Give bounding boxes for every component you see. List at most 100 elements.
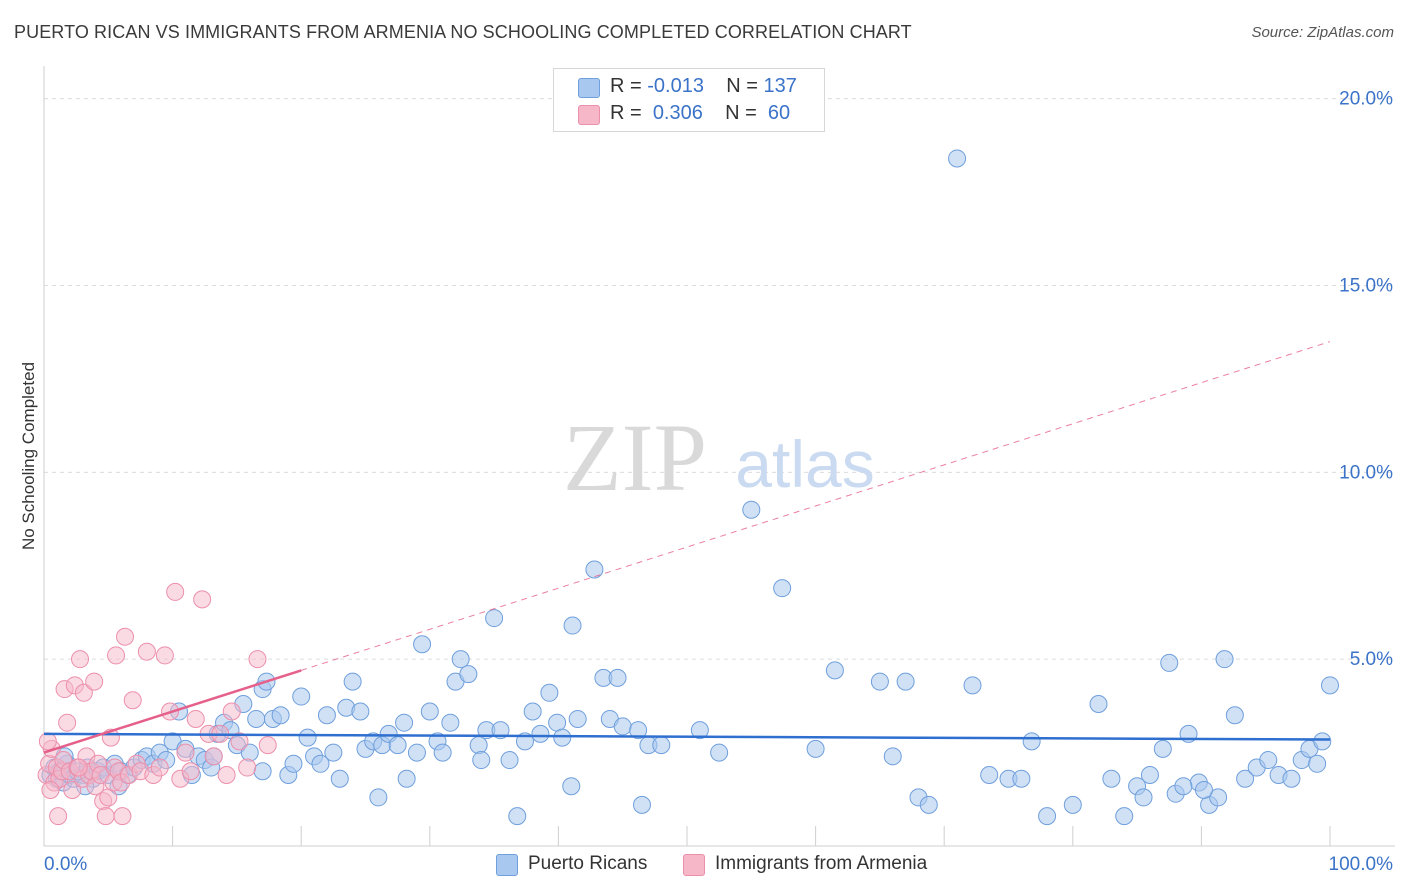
tick-labels: 5.0% 10.0% 15.0% 20.0% 0.0% 100.0% [44, 89, 1393, 875]
data-point-armenia [230, 732, 249, 751]
data-point-puerto-rican [397, 769, 416, 788]
data-point-armenia [63, 780, 82, 799]
data-point-puerto-rican [441, 713, 460, 732]
data-point-armenia [186, 709, 205, 728]
legend-row-text: R = 0.306 N = 60 [610, 102, 790, 125]
data-point-puerto-rican [585, 560, 604, 579]
y-tick-label: 20.0% [1339, 89, 1393, 110]
data-point-puerto-rican [1194, 780, 1213, 799]
legend-swatch-pink [578, 105, 600, 125]
data-point-armenia [258, 736, 277, 755]
r-value: -0.013 [647, 75, 704, 97]
data-point-puerto-rican [324, 743, 343, 762]
data-point-puerto-rican [553, 728, 572, 747]
data-point-puerto-rican [284, 754, 303, 773]
n-label: N = [725, 102, 757, 124]
data-point-puerto-rican [1313, 732, 1332, 751]
stats-legend: R = -0.013 N = 137 R = 0.306 N = 60 [553, 68, 825, 132]
legend-label: Puerto Ricans [528, 853, 648, 874]
data-point-puerto-rican [690, 721, 709, 740]
data-point-armenia [96, 807, 115, 826]
data-point-puerto-rican [883, 747, 902, 766]
data-point-puerto-rican [613, 717, 632, 736]
data-point-armenia [99, 788, 118, 807]
data-point-puerto-rican [1225, 706, 1244, 725]
legend-swatch-pink [683, 854, 705, 876]
data-point-puerto-rican [773, 579, 792, 598]
data-point-puerto-rican [1236, 769, 1255, 788]
data-point-puerto-rican [317, 706, 336, 725]
data-point-puerto-rican [500, 751, 519, 770]
data-point-armenia [204, 747, 223, 766]
data-point-puerto-rican [1102, 769, 1121, 788]
r-label: R = [610, 75, 642, 97]
axes [43, 66, 1395, 847]
data-point-puerto-rican [1282, 769, 1301, 788]
data-point-armenia [155, 646, 174, 665]
data-point-puerto-rican [1012, 769, 1031, 788]
trend-line-armenia-extended [301, 341, 1331, 671]
data-point-armenia [107, 646, 126, 665]
data-point-puerto-rican [485, 609, 504, 628]
data-point-puerto-rican [540, 683, 559, 702]
data-point-puerto-rican [1022, 732, 1041, 751]
data-point-puerto-rican [806, 739, 825, 758]
data-point-armenia [176, 743, 195, 762]
y-tick-label: 15.0% [1339, 276, 1393, 297]
data-point-armenia [217, 766, 236, 785]
data-point-puerto-rican [632, 795, 651, 814]
data-point-puerto-rican [472, 751, 491, 770]
data-point-puerto-rican [523, 702, 542, 721]
n-value: 60 [767, 102, 791, 124]
data-point-puerto-rican [563, 616, 582, 635]
data-point-puerto-rican [433, 743, 452, 762]
r-label: R = [610, 102, 642, 124]
data-point-puerto-rican [896, 672, 915, 691]
data-point-puerto-rican [369, 788, 388, 807]
data-point-armenia [69, 758, 88, 777]
data-point-armenia [166, 582, 185, 601]
data-point-puerto-rican [351, 702, 370, 721]
data-point-puerto-rican [568, 709, 587, 728]
data-point-puerto-rican [652, 736, 671, 755]
data-point-puerto-rican [343, 672, 362, 691]
legend-row-text: R = -0.013 N = 137 [610, 75, 797, 98]
data-point-puerto-rican [451, 650, 470, 669]
data-point-puerto-rican [948, 149, 967, 168]
data-point-puerto-rican [980, 766, 999, 785]
data-point-puerto-rican [1215, 650, 1234, 669]
source-label: Source: ZipAtlas.com [1251, 24, 1394, 41]
data-point-puerto-rican [1134, 788, 1153, 807]
data-point-puerto-rican [870, 672, 889, 691]
data-point-puerto-rican [469, 736, 488, 755]
data-point-puerto-rican [271, 706, 290, 725]
data-point-puerto-rican [1209, 788, 1228, 807]
data-point-armenia [248, 650, 267, 669]
x-tick-label: 100.0% [1329, 854, 1394, 875]
data-point-armenia [41, 780, 60, 799]
data-point-puerto-rican [562, 777, 581, 796]
data-point-armenia [116, 627, 135, 646]
data-point-puerto-rican [1259, 751, 1278, 770]
data-point-puerto-rican [420, 702, 439, 721]
data-point-armenia [222, 702, 241, 721]
data-point-puerto-rican [742, 500, 761, 519]
data-point-puerto-rican [298, 728, 317, 747]
data-point-puerto-rican [508, 807, 527, 826]
data-point-puerto-rican [963, 676, 982, 695]
data-point-armenia [49, 807, 68, 826]
n-label: N = [726, 75, 758, 97]
watermark: ZIP atlas [563, 404, 875, 511]
data-point-puerto-rican [1089, 695, 1108, 714]
data-point-armenia [58, 713, 77, 732]
data-point-puerto-rican [825, 661, 844, 680]
data-point-armenia [123, 691, 142, 710]
data-point-puerto-rican [629, 721, 648, 740]
data-point-puerto-rican [1160, 653, 1179, 672]
trend-line-armenia [43, 669, 302, 754]
data-point-puerto-rican [1174, 777, 1193, 796]
data-point-armenia [150, 758, 169, 777]
data-point-puerto-rican [1038, 807, 1057, 826]
data-point-puerto-rican [491, 721, 510, 740]
